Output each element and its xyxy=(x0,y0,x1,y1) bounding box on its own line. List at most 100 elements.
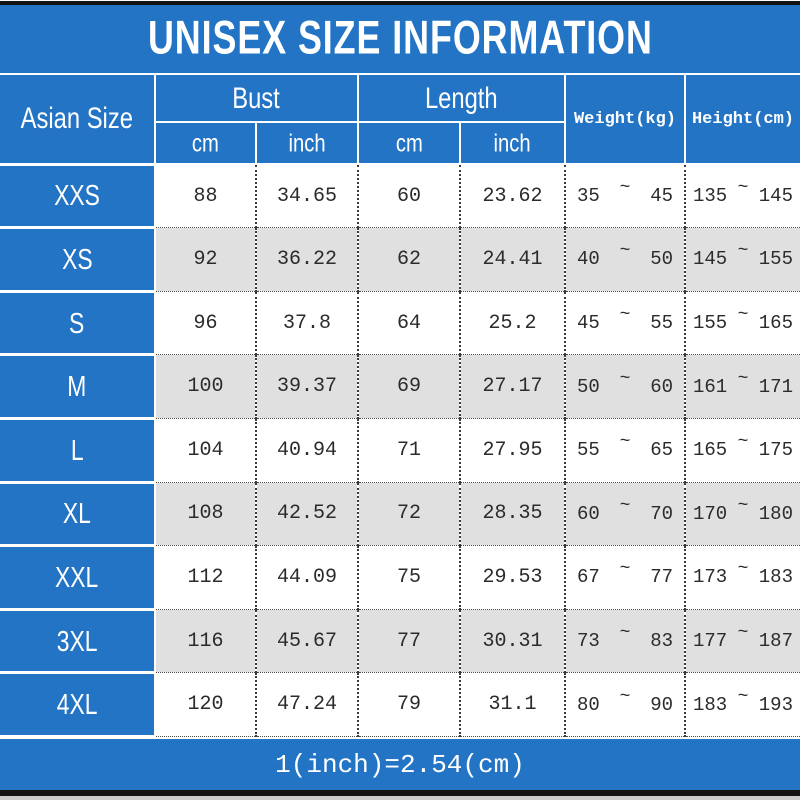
bust-inch-cell: 44.09 xyxy=(255,545,358,610)
size-label-cell: XXS xyxy=(0,162,156,230)
size-label-cell: XL xyxy=(0,480,156,548)
bust-inch-cell: 45.67 xyxy=(255,609,358,674)
subheader-length-inch: inch xyxy=(459,122,565,165)
tilde-separator: ~ xyxy=(619,305,631,326)
length-inch-cell: 27.17 xyxy=(459,354,565,419)
size-row: XXS 88 34.65 60 23.62 35 ~ 45 135 ~ 145 xyxy=(0,162,800,230)
size-row: M 100 39.37 69 27.17 50 ~ 60 161 ~ 171 xyxy=(0,353,800,420)
bust-cm-cell: 88 xyxy=(155,164,256,229)
length-cm-cell: 72 xyxy=(357,482,460,547)
bust-cm-cell: 120 xyxy=(155,672,256,737)
weight-max: 83 xyxy=(650,630,673,653)
size-row: L 104 40.94 71 27.95 55 ~ 65 165 ~ 175 xyxy=(0,416,800,484)
bust-inch-cell: 42.52 xyxy=(255,482,358,547)
length-cm-cell: 77 xyxy=(357,609,460,674)
size-label: M xyxy=(67,369,87,403)
height-max: 155 xyxy=(758,248,793,271)
height-min: 183 xyxy=(693,693,728,716)
bust-cm-cell: 100 xyxy=(155,354,256,419)
tilde-separator: ~ xyxy=(737,623,749,644)
length-inch-cell: 24.41 xyxy=(459,227,565,292)
size-label-cell: S xyxy=(0,289,156,357)
weight-min: 45 xyxy=(577,312,600,335)
length-cm-cell: 71 xyxy=(357,418,460,483)
header-row-groups: Asian Size Bust Length Weight(kg) Height… xyxy=(0,75,800,165)
length-inch-cell: 23.62 xyxy=(459,164,565,229)
size-row: 4XL 120 47.24 79 31.1 80 ~ 90 183 ~ 193 xyxy=(0,671,800,738)
bust-inch-cell: 39.37 xyxy=(255,354,358,419)
weight-range-cell: 67 ~ 77 xyxy=(564,545,685,610)
size-table-header: Asian Size Bust Length Weight(kg) Height… xyxy=(0,75,800,165)
col-header-bust: Bust xyxy=(155,75,358,123)
height-max: 165 xyxy=(758,312,793,335)
length-cm-cell: 79 xyxy=(357,672,460,737)
length-cm-cell: 69 xyxy=(357,354,460,419)
height-range-cell: 161 ~ 171 xyxy=(684,354,800,419)
size-label: XL xyxy=(63,496,91,530)
col-header-weight: Weight(kg) xyxy=(564,75,685,165)
weight-max: 90 xyxy=(650,693,673,716)
bust-cm-cell: 96 xyxy=(155,291,256,356)
height-max: 187 xyxy=(758,630,793,653)
tilde-separator: ~ xyxy=(737,178,749,199)
bust-cm-cell: 108 xyxy=(155,482,256,547)
length-inch-cell: 25.2 xyxy=(459,291,565,356)
weight-max: 70 xyxy=(650,502,673,525)
weight-max: 55 xyxy=(650,312,673,335)
header-row-units: cm inch cm inch xyxy=(0,122,800,165)
weight-min: 60 xyxy=(577,502,600,525)
bottom-edge-strip xyxy=(0,796,800,800)
tilde-separator: ~ xyxy=(619,368,631,389)
height-min: 155 xyxy=(693,312,728,335)
bottom-border-bar xyxy=(0,790,800,796)
length-cm-cell: 75 xyxy=(357,545,460,610)
tilde-separator: ~ xyxy=(737,305,749,326)
weight-range-cell: 80 ~ 90 xyxy=(564,672,685,737)
bust-inch-cell: 40.94 xyxy=(255,418,358,483)
height-max: 171 xyxy=(758,375,793,398)
weight-max: 45 xyxy=(650,185,673,208)
weight-label: Weight(kg) xyxy=(573,109,677,129)
bust-inch-cell: 47.24 xyxy=(255,672,358,737)
page-title: UNISEX SIZE INFORMATION xyxy=(147,12,653,65)
height-range-cell: 145 ~ 155 xyxy=(684,227,800,292)
length-inch-cell: 30.31 xyxy=(459,609,565,674)
height-range-cell: 135 ~ 145 xyxy=(684,164,800,229)
size-row: XS 92 36.22 62 24.41 40 ~ 50 145 ~ 155 xyxy=(0,226,800,293)
height-min: 177 xyxy=(693,630,728,653)
height-min: 135 xyxy=(693,185,728,208)
size-label-cell: L xyxy=(0,416,156,484)
length-inch-cell: 29.53 xyxy=(459,545,565,610)
size-row: 3XL 116 45.67 77 30.31 73 ~ 83 177 ~ 187 xyxy=(0,607,800,675)
size-label: XXL xyxy=(55,560,99,594)
height-range-cell: 155 ~ 165 xyxy=(684,291,800,356)
tilde-separator: ~ xyxy=(619,178,631,199)
height-range-cell: 165 ~ 175 xyxy=(684,418,800,483)
weight-min: 67 xyxy=(577,566,600,589)
bust-cm-cell: 92 xyxy=(155,227,256,292)
length-cm-cell: 62 xyxy=(357,227,460,292)
weight-range-cell: 40 ~ 50 xyxy=(564,227,685,292)
size-label: 4XL xyxy=(56,687,98,721)
conversion-note: 1(inch)=2.54(cm) xyxy=(275,749,525,780)
weight-range-cell: 73 ~ 83 xyxy=(564,609,685,674)
tilde-separator: ~ xyxy=(737,368,749,389)
length-inch-cell: 27.95 xyxy=(459,418,565,483)
length-inch-cell: 28.35 xyxy=(459,482,565,547)
height-max: 180 xyxy=(758,502,793,525)
tilde-separator: ~ xyxy=(737,686,749,707)
top-border-bar xyxy=(0,0,800,5)
tilde-separator: ~ xyxy=(619,241,631,262)
tilde-separator: ~ xyxy=(737,241,749,262)
asian-size-label: Asian Size xyxy=(20,101,134,135)
size-label-cell: XS xyxy=(0,226,156,293)
weight-max: 77 xyxy=(650,566,673,589)
title-bar: UNISEX SIZE INFORMATION xyxy=(0,5,800,73)
col-header-height: Height(cm) xyxy=(684,75,800,165)
height-max: 183 xyxy=(758,566,793,589)
height-max: 175 xyxy=(758,439,793,462)
col-header-asian-size: Asian Size xyxy=(0,75,156,165)
bust-label: Bust xyxy=(232,80,281,114)
weight-min: 73 xyxy=(577,630,600,653)
